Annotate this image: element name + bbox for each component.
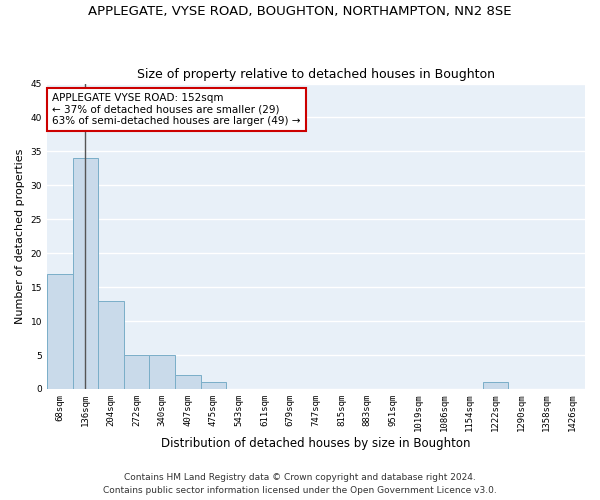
Text: Contains HM Land Registry data © Crown copyright and database right 2024.
Contai: Contains HM Land Registry data © Crown c… <box>103 474 497 495</box>
Bar <box>73 158 98 389</box>
Bar <box>98 300 124 389</box>
Bar <box>149 355 175 389</box>
Bar <box>175 376 200 389</box>
Bar <box>482 382 508 389</box>
Text: APPLEGATE VYSE ROAD: 152sqm
← 37% of detached houses are smaller (29)
63% of sem: APPLEGATE VYSE ROAD: 152sqm ← 37% of det… <box>52 92 301 126</box>
Bar <box>124 355 149 389</box>
Bar <box>47 274 73 389</box>
Bar <box>200 382 226 389</box>
Text: APPLEGATE, VYSE ROAD, BOUGHTON, NORTHAMPTON, NN2 8SE: APPLEGATE, VYSE ROAD, BOUGHTON, NORTHAMP… <box>88 5 512 18</box>
Title: Size of property relative to detached houses in Boughton: Size of property relative to detached ho… <box>137 68 495 81</box>
X-axis label: Distribution of detached houses by size in Boughton: Distribution of detached houses by size … <box>161 437 471 450</box>
Y-axis label: Number of detached properties: Number of detached properties <box>15 148 25 324</box>
